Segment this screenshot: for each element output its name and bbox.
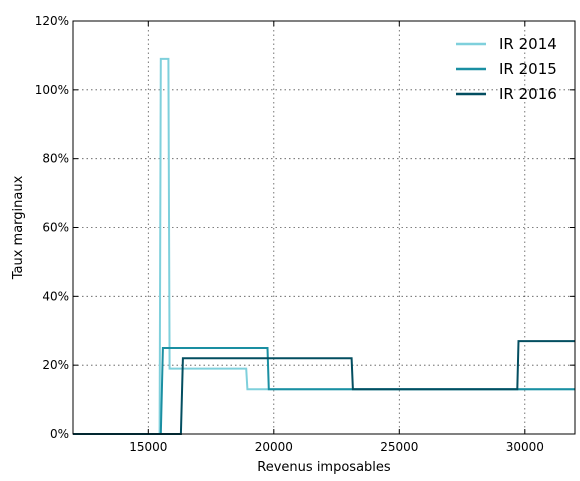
y-tick-label: 0% <box>50 427 69 441</box>
y-axis-ticks: 0% 20% 40% 60% 80% 100% 120% <box>35 14 575 441</box>
y-tick-label: 40% <box>42 289 69 303</box>
y-tick-label: 60% <box>42 221 69 235</box>
legend-label: IR 2014 <box>499 35 557 53</box>
y-axis-label: Taux marginaux <box>11 175 26 280</box>
y-tick-label: 80% <box>42 152 69 166</box>
series-line <box>73 340 575 435</box>
x-tick-label: 15000 <box>129 440 167 454</box>
x-tick-label: 25000 <box>380 440 418 454</box>
series-line <box>73 57 575 435</box>
y-tick-label: 20% <box>42 358 69 372</box>
grid-lines <box>73 21 575 434</box>
x-tick-label: 20000 <box>255 440 293 454</box>
x-tick-label: 30000 <box>506 440 544 454</box>
y-tick-label: 100% <box>35 83 69 97</box>
x-axis-label: Revenus imposables <box>257 460 391 475</box>
legend: IR 2014 IR 2015 IR 2016 <box>456 35 557 103</box>
legend-label: IR 2015 <box>499 60 557 78</box>
x-axis-ticks: 15000 20000 25000 30000 <box>129 21 544 454</box>
legend-label: IR 2016 <box>499 85 557 103</box>
y-tick-label: 120% <box>35 14 69 28</box>
